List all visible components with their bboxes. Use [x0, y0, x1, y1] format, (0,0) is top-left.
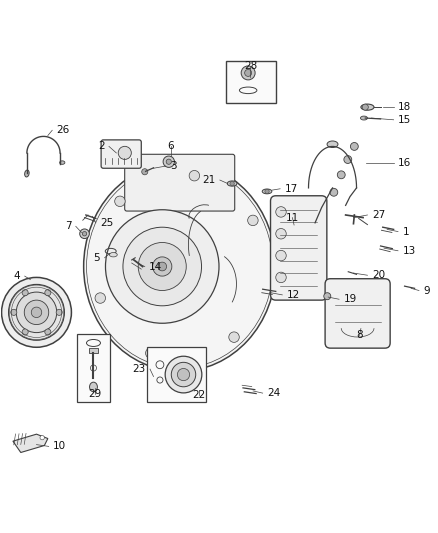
Bar	[147, 348, 206, 402]
Circle shape	[118, 147, 131, 159]
Ellipse shape	[262, 189, 272, 194]
Text: 26: 26	[57, 125, 70, 135]
Text: 11: 11	[286, 213, 299, 223]
Text: 23: 23	[132, 364, 146, 374]
Circle shape	[166, 159, 171, 164]
Text: 3: 3	[170, 161, 177, 171]
Circle shape	[45, 329, 51, 335]
Circle shape	[11, 309, 17, 316]
Text: 20: 20	[372, 270, 385, 280]
Circle shape	[152, 257, 172, 276]
Text: 17: 17	[285, 184, 298, 194]
Text: 4: 4	[14, 271, 20, 281]
Text: 1: 1	[403, 227, 409, 237]
Text: 25: 25	[100, 218, 113, 228]
Text: 28: 28	[244, 61, 257, 71]
Circle shape	[265, 189, 269, 193]
Circle shape	[276, 229, 286, 239]
Circle shape	[45, 289, 51, 296]
Circle shape	[276, 251, 286, 261]
Ellipse shape	[89, 382, 97, 392]
Bar	[226, 61, 276, 103]
Circle shape	[163, 156, 174, 167]
Circle shape	[337, 171, 345, 179]
Circle shape	[24, 300, 49, 325]
Text: 21: 21	[202, 175, 215, 185]
Circle shape	[344, 156, 352, 164]
Text: 2: 2	[98, 141, 105, 151]
Circle shape	[189, 171, 200, 181]
Circle shape	[115, 196, 125, 206]
Circle shape	[241, 66, 255, 80]
Text: 16: 16	[398, 158, 411, 167]
Text: 9: 9	[424, 286, 430, 295]
Circle shape	[165, 356, 202, 393]
Circle shape	[2, 277, 71, 348]
Ellipse shape	[361, 104, 374, 110]
Circle shape	[9, 285, 64, 340]
Circle shape	[56, 309, 62, 316]
Text: 10: 10	[53, 441, 66, 451]
Circle shape	[22, 289, 28, 296]
Ellipse shape	[360, 116, 367, 120]
Ellipse shape	[84, 161, 276, 372]
Circle shape	[171, 362, 196, 387]
Circle shape	[177, 368, 190, 381]
Circle shape	[95, 293, 106, 303]
Circle shape	[229, 332, 239, 342]
Ellipse shape	[227, 181, 237, 186]
Circle shape	[276, 207, 286, 217]
Circle shape	[138, 243, 186, 290]
Bar	[77, 334, 110, 402]
FancyBboxPatch shape	[271, 196, 327, 300]
Ellipse shape	[110, 253, 117, 257]
Text: 13: 13	[403, 246, 416, 256]
Circle shape	[145, 348, 156, 358]
Circle shape	[276, 272, 286, 282]
Circle shape	[350, 142, 358, 150]
Text: 15: 15	[398, 115, 411, 125]
Text: 7: 7	[65, 221, 71, 231]
Circle shape	[245, 69, 252, 76]
Text: 22: 22	[193, 390, 206, 400]
Circle shape	[247, 215, 258, 225]
Text: 14: 14	[149, 262, 162, 271]
Circle shape	[80, 229, 89, 239]
Circle shape	[142, 169, 148, 175]
Text: 5: 5	[94, 253, 100, 263]
FancyBboxPatch shape	[101, 140, 141, 168]
Circle shape	[362, 104, 368, 110]
Text: 6: 6	[168, 141, 174, 151]
Circle shape	[106, 210, 219, 323]
Circle shape	[330, 188, 338, 196]
Circle shape	[324, 293, 331, 300]
Text: 27: 27	[372, 210, 385, 220]
Polygon shape	[13, 434, 48, 453]
Circle shape	[82, 231, 87, 236]
Circle shape	[158, 262, 166, 271]
Bar	[89, 348, 98, 353]
Circle shape	[123, 227, 201, 306]
Text: 29: 29	[88, 389, 101, 399]
Circle shape	[40, 435, 44, 440]
Ellipse shape	[60, 161, 65, 164]
Text: 24: 24	[267, 388, 280, 398]
Ellipse shape	[327, 141, 338, 148]
Circle shape	[16, 292, 57, 333]
Circle shape	[230, 181, 234, 185]
Text: 8: 8	[356, 330, 363, 341]
Text: 18: 18	[398, 102, 411, 112]
Ellipse shape	[25, 170, 29, 177]
Text: 12: 12	[287, 290, 300, 300]
Circle shape	[22, 329, 28, 335]
Text: 19: 19	[343, 294, 357, 304]
Circle shape	[31, 307, 42, 318]
FancyBboxPatch shape	[325, 279, 390, 348]
FancyBboxPatch shape	[125, 154, 235, 211]
